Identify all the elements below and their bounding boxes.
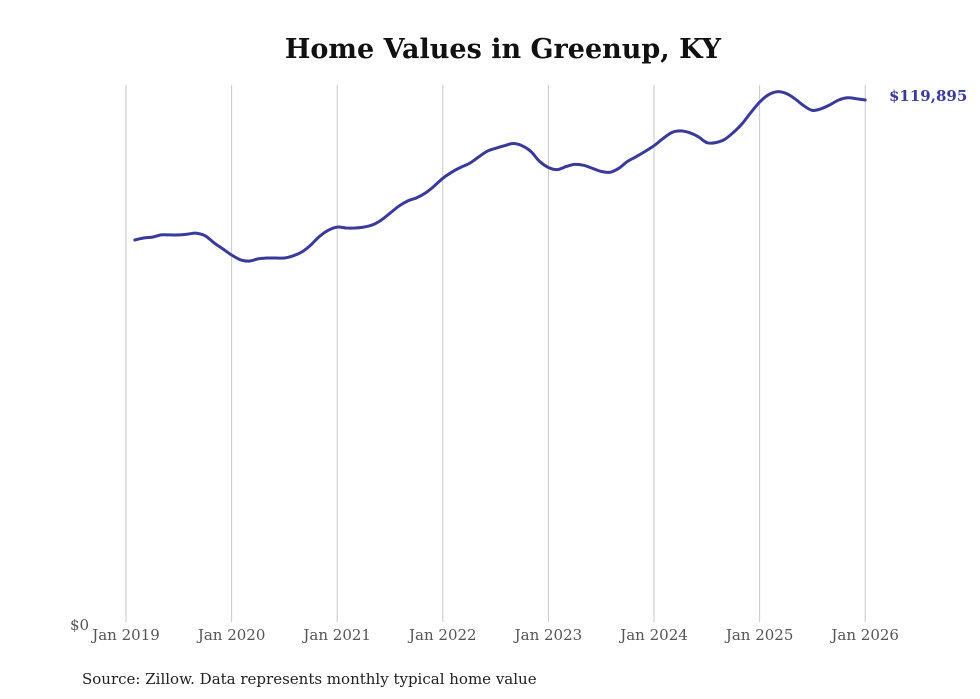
x-tick-label: Jan 2021 [301, 626, 371, 644]
y-tick-label-0: $0 [70, 616, 89, 634]
x-tick-label: Jan 2026 [829, 626, 899, 644]
x-axis-ticks: Jan 2019 Jan 2020 Jan 2021 Jan 2022 Jan 2023… [90, 626, 899, 644]
x-tick-label: Jan 2019 [90, 626, 160, 644]
x-tick-label: Jan 2025 [724, 626, 794, 644]
x-tick-label: Jan 2023 [513, 626, 583, 644]
x-tick-label: Jan 2020 [196, 626, 266, 644]
gridlines [125, 85, 866, 622]
data-points [134, 91, 866, 262]
end-value-label: $119,895 [889, 87, 967, 105]
chart-title: Home Values in Greenup, KY [285, 34, 722, 65]
series-line [133, 90, 867, 263]
source-note: Source: Zillow. Data represents monthly … [82, 670, 537, 688]
x-tick-label: Jan 2022 [407, 626, 477, 644]
x-tick-label: Jan 2024 [618, 626, 688, 644]
